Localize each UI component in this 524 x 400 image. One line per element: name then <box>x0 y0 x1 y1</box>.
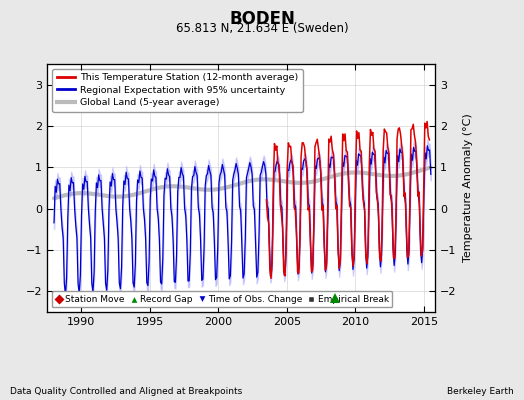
Text: BODEN: BODEN <box>229 10 295 28</box>
Text: 65.813 N, 21.634 E (Sweden): 65.813 N, 21.634 E (Sweden) <box>176 22 348 35</box>
Y-axis label: Temperature Anomaly (°C): Temperature Anomaly (°C) <box>463 114 473 262</box>
Text: Berkeley Earth: Berkeley Earth <box>447 387 514 396</box>
Text: Data Quality Controlled and Aligned at Breakpoints: Data Quality Controlled and Aligned at B… <box>10 387 243 396</box>
Legend: Station Move, Record Gap, Time of Obs. Change, Empirical Break: Station Move, Record Gap, Time of Obs. C… <box>52 291 392 308</box>
